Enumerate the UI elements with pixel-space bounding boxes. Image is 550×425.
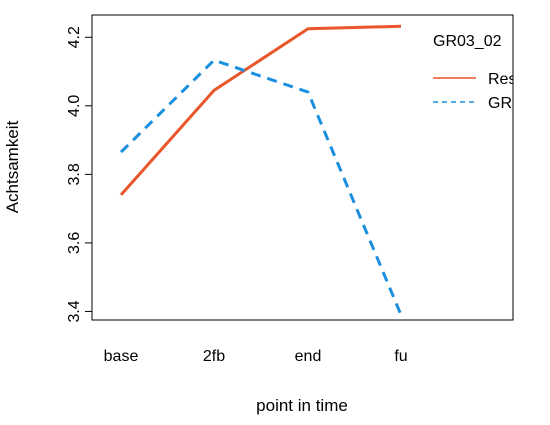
x-axis-title: point in time xyxy=(256,396,348,415)
x-tick-label: 2fb xyxy=(203,348,225,365)
series-layer xyxy=(119,24,403,316)
y-tick-label: 3.8 xyxy=(66,163,83,185)
series-line-2 xyxy=(119,58,403,316)
y-tick-label: 3.4 xyxy=(66,300,83,322)
plot-frame xyxy=(91,14,514,321)
legend-title: GR03_02 xyxy=(433,33,502,50)
y-tick-label: 4.2 xyxy=(66,26,83,48)
y-axis-title: Achtsamkeit xyxy=(3,120,22,213)
y-tick-label: 4.0 xyxy=(66,95,83,117)
y-tick-label: 3.6 xyxy=(66,232,83,254)
y-axis: 3.4 3.6 3.8 4.0 4.2 xyxy=(66,26,93,323)
x-tick-label: base xyxy=(104,348,139,365)
legend-label-2: GR03_ xyxy=(488,95,540,112)
x-tick-label: end xyxy=(295,348,322,365)
x-tick-label: fu xyxy=(394,348,407,365)
series-line-1 xyxy=(119,24,402,196)
legend-label-1: Rest xyxy=(488,71,521,88)
x-axis: base 2fb end fu xyxy=(104,348,408,365)
legend: GR03_02 Rest GR03_ xyxy=(433,33,540,112)
